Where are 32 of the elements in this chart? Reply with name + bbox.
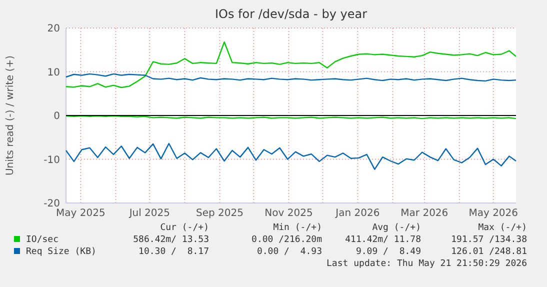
text: 191.57 /134.38: [451, 235, 527, 245]
text: 0.00 / 4.93: [256, 247, 322, 257]
text: 411.42m/ 11.78: [345, 235, 421, 245]
text: 0.00 /216.20m: [252, 235, 322, 245]
y-axis-title: Units read (-) / write (+): [5, 55, 16, 176]
x-tick-label: May 2026: [468, 208, 518, 219]
x-tick-label: Jan 2026: [334, 208, 380, 219]
y-tick-label: 20: [47, 24, 60, 34]
x-tick-label: Mar 2026: [400, 208, 448, 219]
y-tick-label: -10: [44, 154, 60, 166]
text: Min (-/+): [273, 223, 322, 233]
legend-label: IO/sec: [26, 235, 59, 245]
x-tick-label: Nov 2025: [264, 208, 313, 219]
text: Last update: Thu May 21 21:50:29 2026: [326, 259, 527, 269]
text: 586.42m/ 13.53: [133, 235, 209, 245]
x-tick-label: Jul 2025: [128, 208, 170, 219]
text: 126.01 /248.81: [451, 247, 527, 257]
text: Max (-/+): [478, 223, 527, 233]
chart-title: IOs for /dev/sda - by year: [214, 7, 368, 21]
text: Cur (-/+): [160, 223, 209, 233]
line-series: [65, 73, 517, 82]
legend-label: Req Size (KB): [26, 247, 96, 257]
y-tick-label: 10: [47, 67, 60, 78]
text: Avg (-/+): [372, 223, 421, 233]
x-tick-label: May 2025: [56, 208, 106, 219]
text: 9.09 / 8.49: [356, 247, 421, 257]
text: 10.30 / 8.17: [138, 247, 209, 257]
x-tick-label: Sep 2025: [196, 208, 244, 219]
y-tick-label: -20: [44, 198, 60, 210]
line-series: [65, 41, 517, 88]
y-tick-label: 0: [54, 111, 60, 122]
line-series: [65, 142, 517, 170]
